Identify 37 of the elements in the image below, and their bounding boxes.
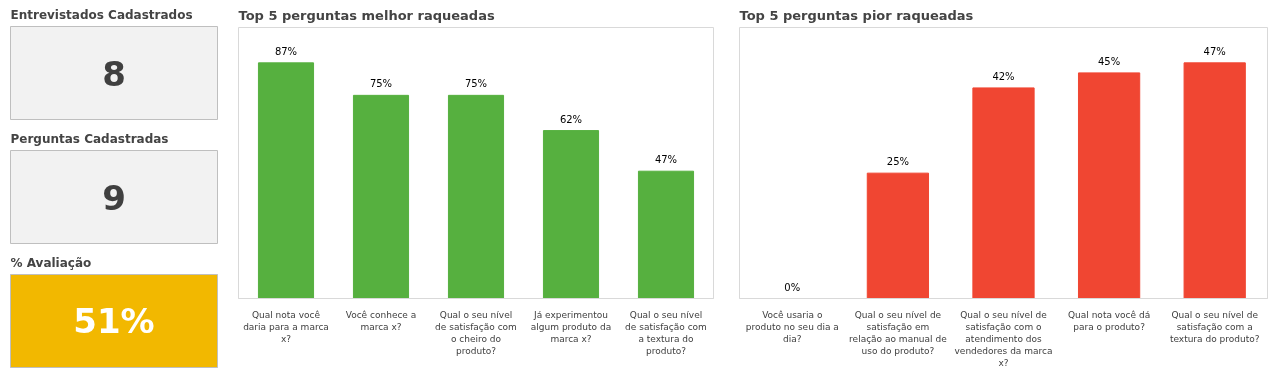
data-label: 87% <box>274 45 298 57</box>
bar <box>542 130 600 299</box>
bar <box>352 94 410 299</box>
x-tick-label: Qual o seu nível de satisfação com o atendimento dos vendedores da marca x? <box>954 309 1053 368</box>
x-tick-label: Qual o seu nível de satisfação com a textura do produto? <box>1169 309 1260 344</box>
data-label: 62% <box>559 113 583 125</box>
text: Perguntas Cadastradas <box>10 131 169 146</box>
data-label: 47% <box>1203 45 1226 57</box>
text: % Avaliação <box>10 255 92 270</box>
data-label: 75% <box>369 78 393 90</box>
x-tick-label: Você usaria o produto no seu dia a dia? <box>745 309 839 344</box>
chart-title: Top 5 perguntas pior raqueadas <box>739 7 974 23</box>
data-label: 42% <box>992 70 1015 82</box>
x-tick-label: Já experimentou algum produto da marca x? <box>530 309 612 344</box>
bar <box>1183 62 1246 299</box>
chart-title: Top 5 perguntas melhor raqueadas <box>238 7 495 23</box>
bar <box>972 87 1035 299</box>
bar <box>447 94 505 299</box>
text: 9 <box>102 177 126 218</box>
x-tick-label: Qual o seu nível de satisfação em relação ao manual de uso do produto? <box>849 309 948 356</box>
bar <box>257 62 315 299</box>
bar <box>1077 72 1141 299</box>
data-label: 0% <box>784 281 801 293</box>
x-tick-label: Qual o seu nível de satisfação com o cheiro do produto? <box>435 309 517 356</box>
text: 51% <box>73 301 155 341</box>
data-label: 25% <box>886 156 910 168</box>
data-label: 47% <box>654 154 678 166</box>
data-label: 75% <box>464 78 488 90</box>
text: 8 <box>102 53 126 94</box>
x-tick-label: Você conhece a marca x? <box>345 309 417 332</box>
bar <box>866 172 930 299</box>
data-label: 45% <box>1097 55 1121 67</box>
bar <box>637 170 695 299</box>
x-tick-label: Qual o seu nível de satisfação com a textura do produto? <box>625 309 707 356</box>
x-tick-label: Qual nota você daria para a marca x? <box>243 309 329 344</box>
text: Entrevistados Cadastrados <box>10 7 193 22</box>
x-tick-label: Qual nota você dá para o produto? <box>1068 309 1151 332</box>
